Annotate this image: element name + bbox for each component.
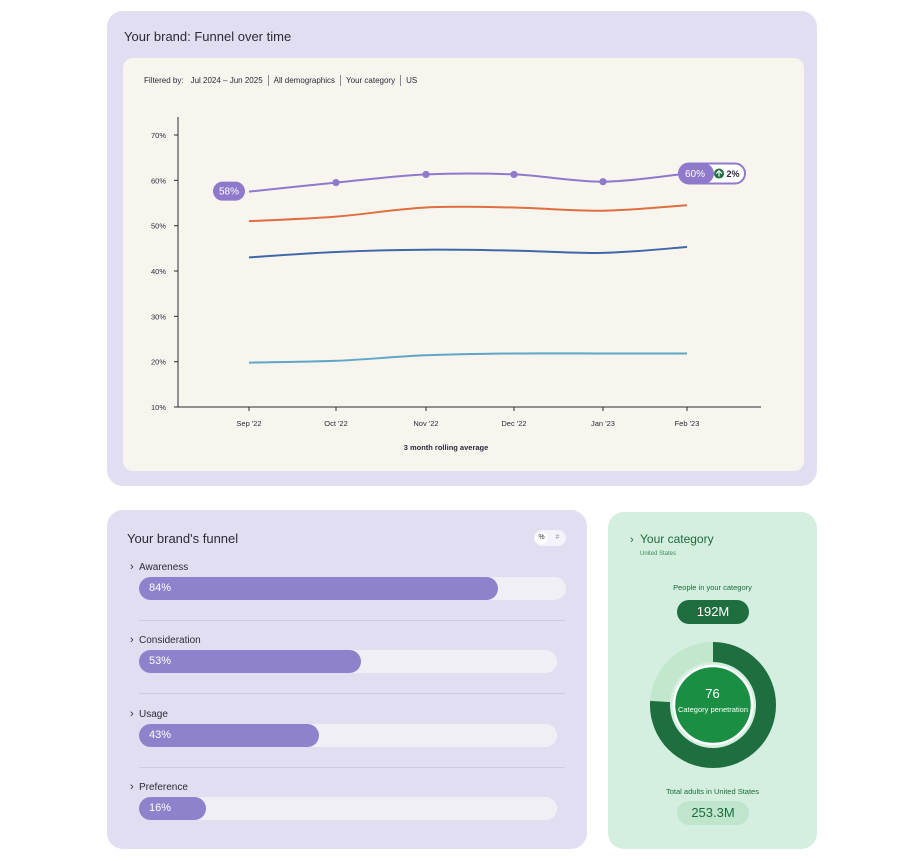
series-line-preference: [248, 352, 687, 364]
y-tick-label: 50%: [151, 222, 166, 231]
series-line-usage: [248, 246, 688, 259]
funnel-line-chart: 70% 60% 50% 40% 30% 20% 10% Sep '22 Oct '22 Nov '…: [151, 117, 761, 452]
chevron-right-icon: ›: [630, 534, 634, 546]
funnel-over-time-card: Your brand: Funnel over time Filtered by…: [107, 11, 817, 486]
filter-label: Filtered by:: [144, 76, 184, 85]
funnel-label: › Preference: [130, 781, 188, 793]
category-title-text: Your category: [640, 532, 714, 546]
funnel-bar-track: 84%: [139, 577, 566, 600]
funnel-bar-fill: 16%: [139, 797, 206, 820]
chart-axes: 70% 60% 50% 40% 30% 20% 10% Sep '22 Oct '22 Nov '…: [151, 117, 761, 452]
chart-series: [248, 170, 688, 364]
funnel-bar-fill: 43%: [139, 724, 319, 747]
y-tick-label: 20%: [151, 358, 166, 367]
funnel-divider: [139, 693, 565, 694]
x-tick-label: Sep '22: [236, 419, 261, 428]
x-tick-label: Feb '23: [675, 419, 700, 428]
funnel-label-text: Awareness: [139, 562, 189, 573]
donut-center: [672, 664, 754, 746]
y-tick-label: 60%: [151, 176, 166, 185]
funnel-bar-fill: 84%: [139, 577, 498, 600]
funnel-label-text: Consideration: [139, 635, 201, 646]
end-value-label: 60%: [685, 169, 705, 180]
y-tick-label: 70%: [151, 131, 166, 140]
number-toggle-option[interactable]: #: [555, 534, 560, 541]
percent-toggle-option[interactable]: %: [535, 532, 548, 544]
brand-funnel-card: Your brand's funnel % # › Awareness 84% ›…: [107, 510, 587, 849]
penetration-label: Category penetration: [677, 705, 749, 714]
chart-badges: 58% 60% 2%: [213, 162, 746, 201]
x-tick-label: Oct '22: [324, 419, 348, 428]
data-point: [422, 170, 430, 179]
filter-divider: [340, 75, 342, 86]
penetration-value: 76: [705, 686, 720, 701]
funnel-bar-track: 16%: [139, 797, 557, 820]
x-axis-label: 3 month rolling average: [404, 443, 489, 452]
funnel-bar-fill: 53%: [139, 650, 361, 673]
donut-arc: [650, 642, 776, 768]
chevron-right-icon: ›: [130, 781, 134, 793]
filter-bar: Filtered by: Jul 2024 – Jun 2025 All dem…: [144, 75, 417, 86]
filter-divider: [400, 75, 402, 86]
funnel-label: › Usage: [130, 708, 168, 720]
chevron-right-icon: ›: [130, 561, 134, 573]
chevron-right-icon: ›: [130, 634, 134, 646]
data-point: [599, 178, 607, 186]
funnel-divider: [139, 620, 565, 621]
change-value-label: 2%: [726, 169, 739, 179]
chevron-right-icon: ›: [130, 708, 134, 720]
funnel-bar-track: 43%: [139, 724, 557, 747]
total-adults-value: 253.3M: [677, 801, 749, 825]
series-line-consideration: [248, 204, 688, 223]
funnel-label: › Consideration: [130, 634, 201, 646]
series-line-awareness: [248, 172, 688, 193]
category-penetration-donut: [650, 642, 776, 768]
funnel-label: › Awareness: [130, 561, 188, 573]
category-card: › Your category United States People in y…: [608, 512, 817, 849]
x-tick-label: Jan '23: [591, 419, 615, 428]
x-tick-label: Nov '22: [413, 419, 438, 428]
filter-category[interactable]: Your category: [346, 76, 396, 85]
funnel-label-text: Usage: [139, 709, 168, 720]
funnel-value: 16%: [149, 802, 172, 814]
data-point: [332, 179, 340, 187]
funnel-value: 53%: [149, 655, 172, 667]
data-point: [510, 170, 518, 179]
funnel-label-text: Preference: [139, 782, 188, 793]
people-in-category-value: 192M: [677, 600, 749, 624]
x-tick-label: Dec '22: [501, 419, 526, 428]
start-value-label: 58%: [219, 187, 239, 198]
y-tick-label: 40%: [151, 267, 166, 276]
start-value-badge: [213, 181, 245, 201]
funnel-value: 84%: [149, 582, 172, 594]
people-in-category-label: People in your category: [673, 583, 752, 592]
y-tick-label: 30%: [151, 312, 166, 321]
up-arrow-glyph: [715, 170, 723, 177]
filter-divider: [267, 75, 269, 86]
end-value-badge-left: [679, 163, 714, 184]
funnel-over-time-title: Your brand: Funnel over time: [124, 29, 292, 44]
brand-funnel-title: Your brand's funnel: [127, 531, 239, 546]
chart-panel: Filtered by: Jul 2024 – Jun 2025 All dem…: [123, 58, 804, 471]
y-tick-label: 10%: [151, 403, 166, 412]
filter-country[interactable]: US: [406, 76, 418, 85]
filter-date-range[interactable]: Jul 2024 – Jun 2025: [190, 76, 263, 85]
total-adults-label: Total adults in United States: [666, 787, 759, 796]
funnel-value: 43%: [149, 729, 172, 741]
funnel-bar-track: 53%: [139, 650, 557, 673]
funnel-divider: [139, 767, 565, 768]
filter-demographics[interactable]: All demographics: [273, 76, 336, 85]
unit-toggle[interactable]: % #: [534, 530, 566, 546]
category-title[interactable]: › Your category: [630, 532, 714, 546]
category-subtitle: United States: [640, 551, 677, 557]
